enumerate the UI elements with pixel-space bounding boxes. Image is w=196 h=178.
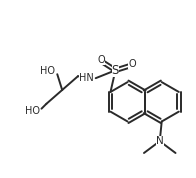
Text: HO: HO: [40, 66, 55, 76]
Text: O: O: [98, 56, 105, 66]
Text: N: N: [156, 136, 164, 146]
Text: HO: HO: [24, 106, 40, 116]
Text: O: O: [128, 59, 136, 69]
Text: HN: HN: [79, 73, 94, 83]
Text: S: S: [112, 64, 119, 77]
